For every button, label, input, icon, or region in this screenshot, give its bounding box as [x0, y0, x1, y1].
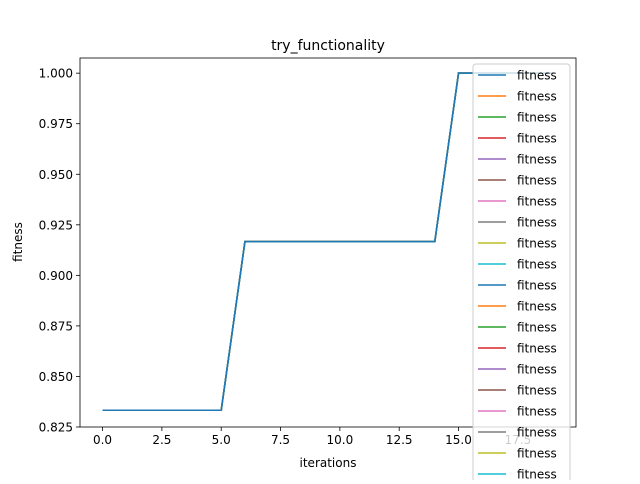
legend-label: fitness [517, 384, 557, 398]
legend-label: fitness [517, 468, 557, 481]
legend-label: fitness [517, 447, 557, 461]
x-tick-label: 5.0 [212, 433, 231, 447]
y-tick-label: 0.875 [39, 319, 73, 333]
legend-label: fitness [517, 300, 557, 314]
x-tick-label: 10.0 [327, 433, 354, 447]
legend-box [472, 63, 571, 484]
x-tick-label: 12.5 [386, 433, 413, 447]
legend-label: fitness [517, 405, 557, 419]
legend-label: fitness [517, 363, 557, 377]
legend: fitness fitness fitness fitness fitness fitne… [472, 63, 571, 484]
legend-label: fitness [517, 174, 557, 188]
x-axis-label: iterations [300, 456, 357, 470]
legend-label: fitness [517, 279, 557, 293]
legend-label: fitness [517, 258, 557, 272]
x-tick-label: 15.0 [445, 433, 472, 447]
legend-label: fitness [517, 195, 557, 209]
legend-label: fitness [517, 216, 557, 230]
legend-label: fitness [517, 111, 557, 125]
legend-label: fitness [517, 321, 557, 335]
y-tick-label: 0.850 [39, 370, 73, 384]
y-tick-label: 0.900 [39, 269, 73, 283]
legend-label: fitness [517, 132, 557, 146]
y-axis-ticks: 0.825 0.850 0.875 0.900 0.925 0.950 0.975 1.000 [39, 67, 80, 435]
y-tick-label: 0.975 [39, 117, 73, 131]
legend-label: fitness [517, 153, 557, 167]
y-tick-label: 0.825 [39, 421, 73, 435]
legend-label: fitness [517, 69, 557, 83]
y-axis-label: fitness [11, 222, 25, 262]
y-tick-label: 0.925 [39, 218, 73, 232]
y-tick-label: 0.950 [39, 168, 73, 182]
legend-label: fitness [517, 426, 557, 440]
axes-frame [79, 57, 577, 428]
chart-title: try_functionality [271, 38, 385, 54]
x-axis-ticks: 0.02.55.07.510.012.515.017.5 [93, 427, 531, 447]
x-tick-label: 0.0 [93, 433, 112, 447]
x-tick-label: 2.5 [152, 433, 171, 447]
legend-label: fitness [517, 237, 557, 251]
y-tick-label: 1.000 [39, 67, 73, 81]
legend-label: fitness [517, 342, 557, 356]
x-tick-label: 7.5 [271, 433, 290, 447]
plot-frame [79, 57, 577, 428]
legend-label: fitness [517, 90, 557, 104]
